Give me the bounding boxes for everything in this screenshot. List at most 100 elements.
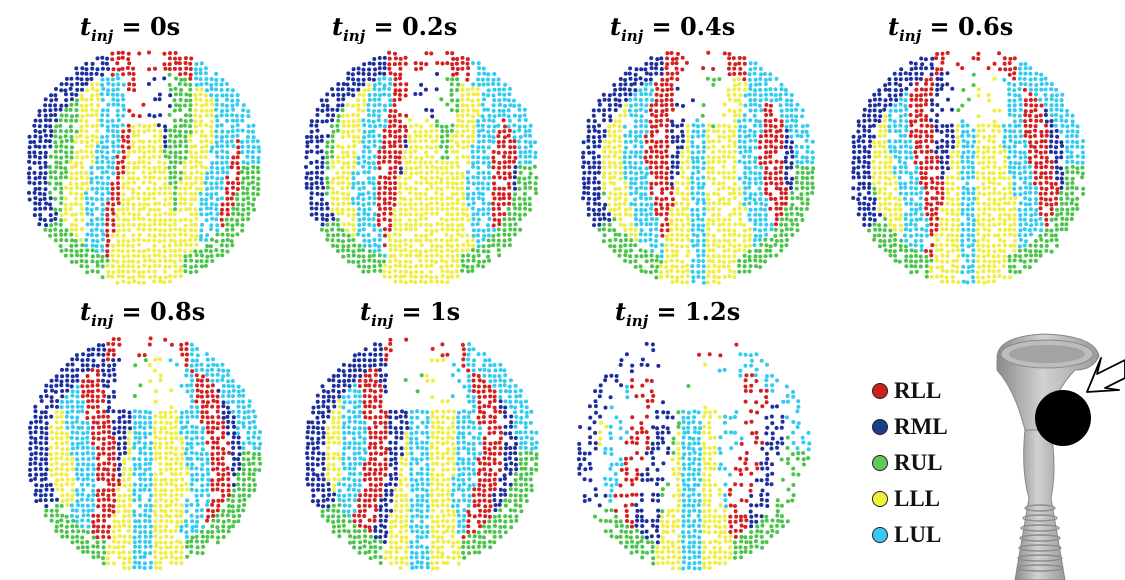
particle-lll <box>992 160 997 165</box>
particle-lul <box>1070 159 1075 164</box>
particle-rul <box>168 133 173 138</box>
particle-rml <box>346 87 351 92</box>
particle-lul <box>779 113 784 118</box>
particle-rml <box>924 66 928 71</box>
particle-lll <box>392 212 397 217</box>
particle-lul <box>966 165 971 170</box>
particle-rul <box>245 170 250 175</box>
particle-rll <box>737 56 742 60</box>
particle-rll <box>779 123 784 128</box>
particle-lll <box>95 92 100 97</box>
particle-lll <box>878 124 883 129</box>
particle-rul <box>496 248 501 253</box>
particle-lul <box>648 212 653 217</box>
particle-lul <box>522 113 527 118</box>
particle-rml <box>944 149 949 154</box>
particle-lll <box>742 238 747 243</box>
particle-rul <box>79 248 84 253</box>
particle-lll <box>184 207 189 212</box>
particle-lul <box>737 139 742 144</box>
particle-lll <box>158 129 163 134</box>
particle-lll <box>167 243 172 248</box>
particle-rul <box>188 93 193 98</box>
particle-lll <box>674 201 679 206</box>
particle-lul <box>753 82 758 87</box>
particle-lll <box>460 133 465 138</box>
particle-lll <box>738 102 743 107</box>
particle-lll <box>976 160 981 165</box>
particle-rml <box>872 113 877 118</box>
particle-lul <box>362 123 367 128</box>
particle-rul <box>220 248 225 253</box>
particle-rml <box>157 92 162 97</box>
particle-lll <box>722 249 727 253</box>
particle-rml <box>675 124 680 129</box>
particle-lll <box>142 238 147 243</box>
particle-lll <box>351 207 356 212</box>
particle-rul <box>183 258 188 263</box>
particle-lul <box>748 67 753 72</box>
particle-rml <box>851 160 856 165</box>
particle-lll <box>127 160 131 165</box>
particle-lll <box>198 123 203 128</box>
particle-rll <box>497 206 501 211</box>
particle-lll <box>454 238 459 243</box>
particle-lul <box>737 128 742 133</box>
particle-lll <box>418 139 423 144</box>
particle-rll <box>649 130 654 134</box>
particle-lul <box>204 88 209 93</box>
particle-rml <box>69 76 74 81</box>
particle-lul <box>85 232 90 237</box>
particle-lll <box>717 264 721 269</box>
particle-lll <box>189 154 194 159</box>
particle-lul <box>633 212 638 217</box>
particle-rll <box>665 222 670 227</box>
particle-rll <box>669 76 674 81</box>
particle-lul <box>220 176 225 181</box>
particle-rll <box>1033 154 1038 159</box>
particle-rll <box>376 218 381 223</box>
particle-rul <box>85 248 90 253</box>
particle-lll <box>706 264 711 269</box>
particle-lul <box>497 92 502 97</box>
particle-rll <box>445 61 450 66</box>
particle-rll <box>229 165 234 170</box>
particle-rml <box>784 165 789 170</box>
particle-rml <box>930 102 935 107</box>
particle-lll <box>152 145 157 150</box>
particle-rml <box>315 191 320 196</box>
particle-rml <box>929 98 934 103</box>
particle-lll <box>168 227 173 232</box>
particle-lul <box>351 176 356 181</box>
particle-lll <box>471 119 475 124</box>
particle-rll <box>382 140 387 145</box>
particle-lll <box>120 175 125 180</box>
particle-rll <box>466 66 471 71</box>
particle-rul <box>74 129 79 134</box>
particle-rul <box>449 108 454 113</box>
particle-lll <box>975 154 980 159</box>
particle-lll <box>157 160 162 165</box>
particle-lll <box>454 181 459 186</box>
particle-lll <box>131 124 135 129</box>
particle-lll <box>346 161 351 165</box>
particle-lll <box>398 279 403 284</box>
particle-rml <box>586 124 591 129</box>
particle-rll <box>235 155 240 160</box>
particle-rll <box>779 212 784 216</box>
particle-lll <box>742 248 747 253</box>
particle-lul <box>748 128 753 133</box>
particle-lll <box>194 97 198 102</box>
particle-lul <box>888 149 893 154</box>
particle-lll <box>976 114 981 119</box>
particle-lll <box>178 192 183 197</box>
particle-rul <box>638 264 643 269</box>
particle-rll <box>506 181 511 186</box>
particle-lul <box>763 227 768 232</box>
particle-lul <box>120 123 125 128</box>
particle-rul <box>178 160 183 165</box>
particle-rll <box>220 202 225 207</box>
particle-rll <box>727 52 732 56</box>
particle-rul <box>251 185 256 190</box>
particle-lll <box>707 139 712 144</box>
